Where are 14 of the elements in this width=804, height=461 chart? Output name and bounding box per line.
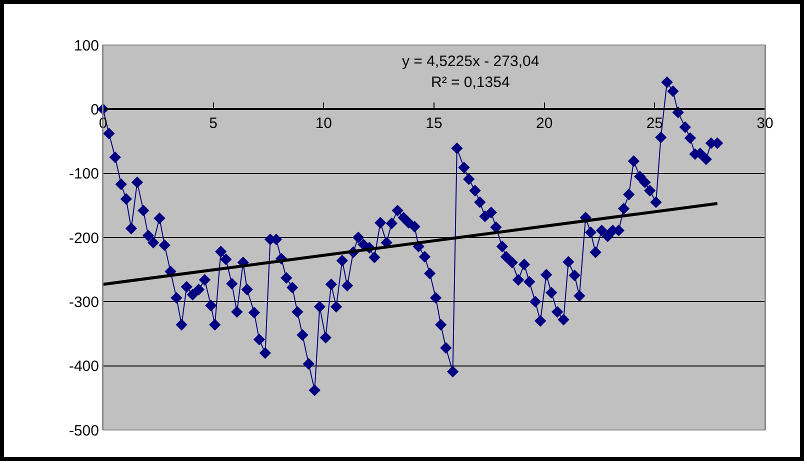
x-tick-label: 10 [315,114,332,132]
annotation: R² = 0,1354 [431,74,510,91]
y-tick-label: 0 [90,101,99,118]
x-tick-label: 20 [536,114,553,132]
x-tick-label: 5 [209,114,218,132]
annotation: y = 4,5225x - 273,04 [402,53,540,70]
y-tick-label: -400 [68,358,99,376]
y-tick-label: -500 [68,422,99,440]
y-tick-label: -100 [68,166,99,183]
y-tick-label: -300 [68,294,99,311]
x-tick-label: 15 [426,114,442,132]
y-tick-label: -200 [68,230,99,247]
y-tick-label: 100 [74,37,99,54]
x-tick-label: 30 [756,114,774,132]
